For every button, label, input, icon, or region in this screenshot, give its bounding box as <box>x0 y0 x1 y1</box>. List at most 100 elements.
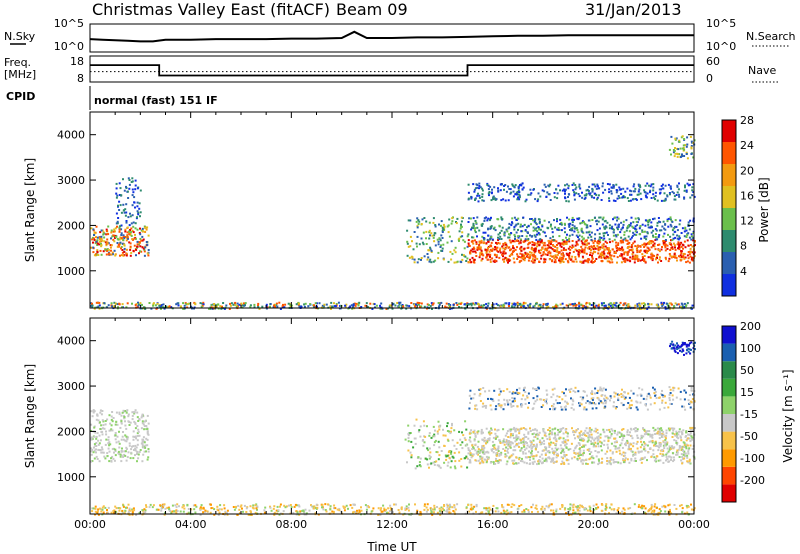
power-cell <box>682 247 684 250</box>
power-cell <box>596 185 599 188</box>
velocity-cell <box>239 505 242 508</box>
power-cell <box>508 302 511 305</box>
power-cell <box>519 225 522 228</box>
power-cell <box>527 259 530 262</box>
velocity-cell <box>533 432 536 435</box>
velocity-cell <box>100 446 103 449</box>
power-cell <box>112 238 115 241</box>
velocity-cell <box>461 447 464 450</box>
power-cell <box>122 254 125 257</box>
nsearch-label: N.Search <box>746 30 796 43</box>
power-cell <box>689 196 692 199</box>
power-cell <box>126 231 129 234</box>
velocity-cell <box>245 507 248 510</box>
velocity-cell <box>147 456 150 459</box>
power-cell <box>621 256 624 259</box>
power-cell <box>614 251 617 254</box>
velocity-cell <box>135 437 138 440</box>
power-cell <box>459 227 462 230</box>
power-cell <box>117 217 120 219</box>
velocity-cell <box>571 504 574 507</box>
velocity-cell <box>605 503 608 506</box>
power-cell <box>611 304 614 306</box>
power-cell <box>630 236 633 239</box>
velocity-cell <box>487 510 490 513</box>
power-cell <box>533 304 536 307</box>
power-cell <box>613 302 616 305</box>
power-cell <box>615 245 618 248</box>
velocity-cell <box>438 428 441 431</box>
velocity-cell <box>464 438 467 441</box>
velocity-cell <box>686 456 689 459</box>
power-cell <box>560 229 563 232</box>
power-cell <box>105 253 108 256</box>
velocity-cell <box>157 508 160 511</box>
velocity-cell <box>579 504 582 507</box>
velocity-cell <box>486 507 489 510</box>
power-cell <box>682 256 685 259</box>
power-cell <box>550 240 553 243</box>
power-cell <box>636 251 639 254</box>
power-cell <box>452 303 455 306</box>
power-cell <box>487 253 490 256</box>
velocity-cell <box>644 430 647 433</box>
velocity-cell <box>302 510 305 513</box>
velocity-cell <box>474 434 477 437</box>
power-cell <box>676 303 679 306</box>
velocity-cell <box>510 441 513 444</box>
power-cell <box>596 242 599 245</box>
power-cell <box>123 209 125 212</box>
power-cell <box>602 250 605 253</box>
power-cell <box>598 227 601 230</box>
power-cell <box>685 229 688 232</box>
power-cell <box>650 303 653 306</box>
velocity-cell <box>192 504 195 507</box>
power-cell <box>545 303 547 306</box>
velocity-cell <box>439 513 442 516</box>
power-cell <box>118 226 121 229</box>
power-cell <box>513 240 516 243</box>
power-cell <box>470 304 473 307</box>
velocity-cell <box>106 509 108 511</box>
power-cell <box>550 246 553 249</box>
velocity-cell <box>653 509 656 512</box>
velocity-cell <box>513 504 516 507</box>
velocity-cell <box>477 448 480 451</box>
power-cell <box>511 222 514 225</box>
power-cell <box>680 258 683 261</box>
power-cell <box>115 192 118 195</box>
power-cell <box>391 307 394 310</box>
velocity-cell <box>618 449 621 452</box>
power-cell <box>644 224 647 227</box>
power-cell <box>140 250 143 253</box>
velocity-cell <box>544 454 547 456</box>
velocity-cell <box>438 454 441 457</box>
power-cell <box>497 187 499 190</box>
velocity-cell <box>569 506 572 509</box>
velocity-cell <box>147 433 150 436</box>
power-cell <box>498 224 501 227</box>
velocity-cell <box>599 440 602 443</box>
power-cell <box>601 253 604 256</box>
velocity-cell <box>551 447 554 450</box>
velocity-cell <box>606 450 609 453</box>
velocity-cell <box>126 436 129 439</box>
velocity-cell <box>495 460 498 462</box>
power-cell <box>133 201 136 204</box>
velocity-cell <box>112 417 115 419</box>
velocity-cell <box>601 503 604 506</box>
velocity-cell <box>408 503 410 506</box>
velocity-cell <box>111 455 114 458</box>
velocity-cell <box>670 458 672 461</box>
velocity-cell <box>629 507 632 509</box>
velocity-cell <box>606 462 609 465</box>
power-cell <box>594 233 597 236</box>
power-colorbar-tick: 8 <box>740 240 747 253</box>
velocity-cell <box>650 455 653 458</box>
power-cell <box>612 228 615 231</box>
power-cell <box>512 257 515 260</box>
power-cell <box>500 229 503 232</box>
velocity-cell <box>122 431 124 433</box>
velocity-cell <box>187 511 190 514</box>
velocity-cell <box>472 453 475 456</box>
